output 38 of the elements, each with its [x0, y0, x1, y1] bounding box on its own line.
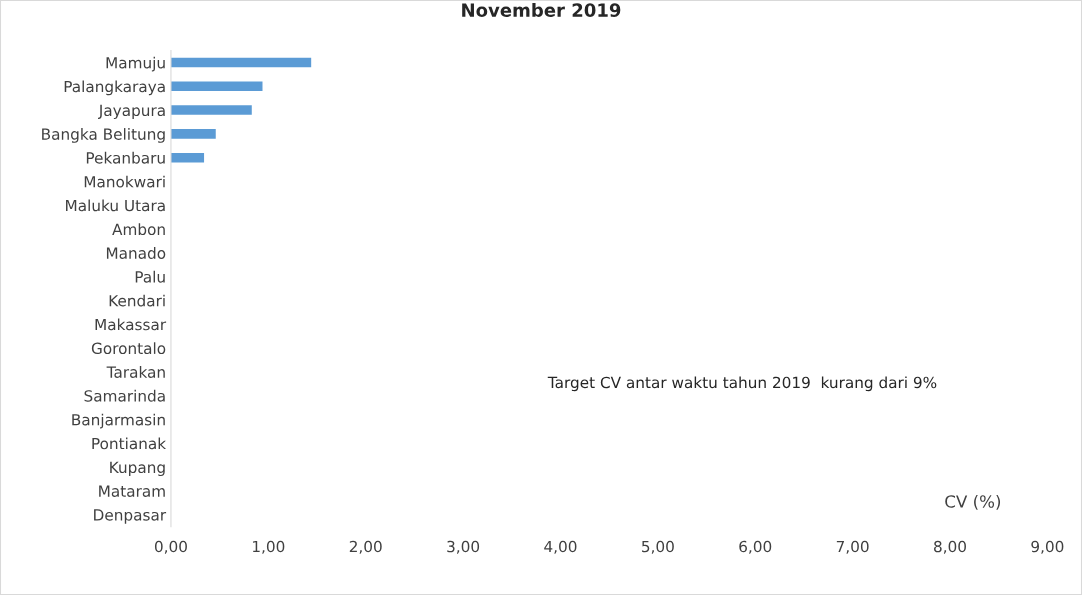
- y-tick-label: Gorontalo: [91, 342, 166, 355]
- x-tick-label: 4,00: [544, 540, 577, 554]
- y-tick-label: Mataram: [99, 485, 165, 497]
- y-tick-label: Denpasar: [94, 509, 167, 524]
- bar: [170, 81, 263, 92]
- chart-title: November 2019: [462, 2, 621, 17]
- x-tick-label: 5,00: [642, 540, 674, 554]
- x-tick-label: 7,00: [836, 540, 869, 554]
- y-tick-label: Mamuju: [106, 56, 165, 72]
- y-tick-label: Pekanbaru: [86, 151, 165, 164]
- x-tick-label: 6,00: [739, 540, 772, 554]
- y-tick-label: Pontianak: [92, 437, 167, 450]
- bar: [170, 105, 252, 115]
- x-tick-label: 2,00: [349, 540, 382, 554]
- y-tick-label: Maluku Utara: [66, 199, 165, 212]
- y-tick-label: Palangkaraya: [64, 80, 165, 96]
- x-tick-label: 8,00: [934, 540, 966, 554]
- x-tick-label: 1,00: [253, 540, 285, 554]
- y-tick-label: Banjarmasin: [72, 413, 165, 429]
- bar: [170, 57, 312, 68]
- y-tick-label: Bangka Belitung: [42, 128, 165, 143]
- x-axis-title: CV (%): [945, 494, 1001, 510]
- bar: [170, 152, 205, 163]
- y-tick-label: Manado: [106, 247, 166, 259]
- x-tick-label: 9,00: [1031, 540, 1064, 554]
- y-tick-label: Palu: [135, 270, 165, 283]
- y-tick-label: Makassar: [95, 318, 167, 331]
- y-tick-label: Kendari: [109, 294, 165, 307]
- y-tick-label: Jayapura: [98, 104, 165, 120]
- y-tick-label: Tarakan: [106, 366, 165, 378]
- bar: [170, 129, 216, 139]
- y-tick-label: Ambon: [112, 223, 165, 236]
- x-tick-label: 3,00: [447, 540, 480, 554]
- y-tick-label: Kupang: [110, 461, 165, 477]
- annotation: Target CV antar waktu tahun 2019 kurang dari 9%: [547, 376, 937, 392]
- y-tick-label: Samarinda: [84, 389, 165, 402]
- x-tick-label: 0,00: [154, 540, 187, 554]
- y-tick-label: Manokwari: [84, 175, 165, 188]
